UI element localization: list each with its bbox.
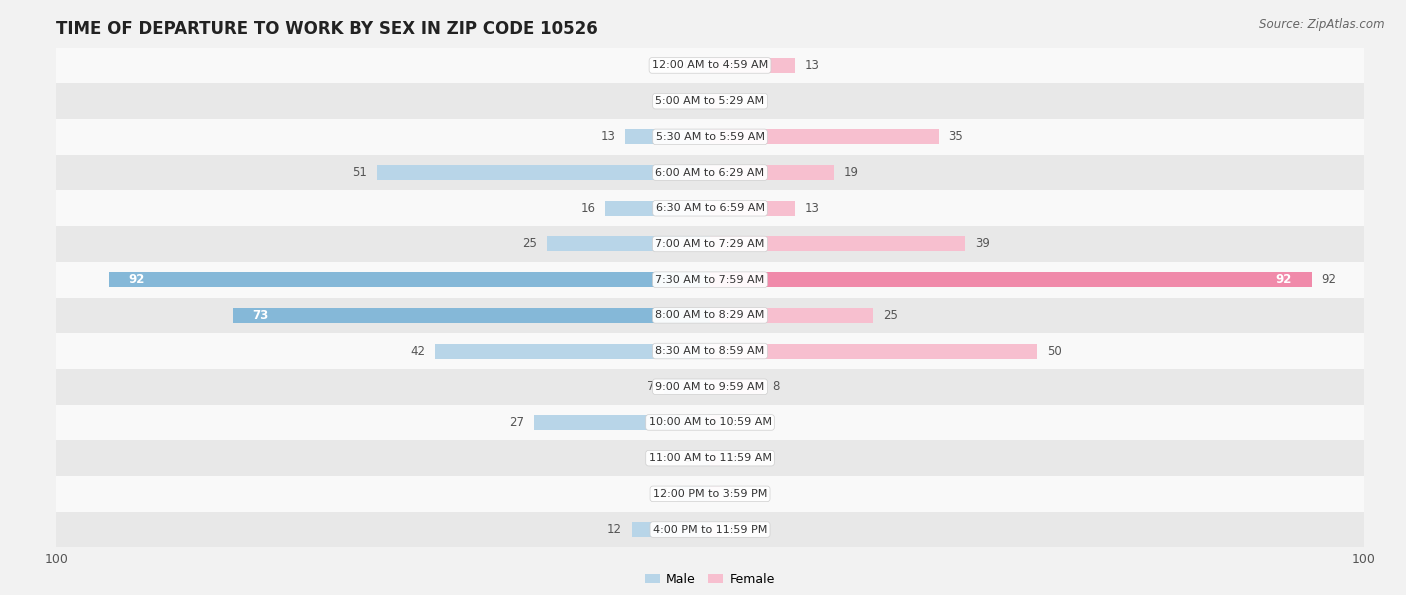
Text: 0: 0	[730, 95, 737, 108]
Bar	[631, 522, 710, 537]
Text: 5: 5	[661, 487, 668, 500]
Bar	[56, 405, 1364, 440]
Text: 0: 0	[683, 59, 690, 72]
Text: 4:00 PM to 11:59 PM: 4:00 PM to 11:59 PM	[652, 525, 768, 534]
Text: 0: 0	[730, 452, 737, 465]
Bar	[108, 272, 710, 287]
Bar	[56, 83, 1364, 119]
Bar	[710, 450, 720, 466]
Text: 13: 13	[804, 202, 820, 215]
Bar	[233, 308, 710, 323]
Text: 25: 25	[883, 309, 898, 322]
Bar	[700, 93, 710, 109]
Bar	[533, 415, 710, 430]
Text: 0: 0	[730, 523, 737, 536]
Text: 0: 0	[683, 95, 690, 108]
Bar	[56, 298, 1364, 333]
Text: 5:30 AM to 5:59 AM: 5:30 AM to 5:59 AM	[655, 132, 765, 142]
Bar	[710, 165, 834, 180]
Bar	[710, 129, 939, 145]
Text: 0: 0	[730, 416, 737, 429]
Text: 35: 35	[949, 130, 963, 143]
Text: 92: 92	[128, 273, 145, 286]
Bar	[56, 48, 1364, 83]
Bar	[710, 379, 762, 394]
Text: 0: 0	[730, 487, 737, 500]
Bar	[56, 262, 1364, 298]
Bar	[626, 129, 710, 145]
Text: 7:30 AM to 7:59 AM: 7:30 AM to 7:59 AM	[655, 275, 765, 284]
Bar	[710, 93, 720, 109]
Bar	[710, 486, 720, 502]
Bar	[56, 333, 1364, 369]
Bar	[56, 512, 1364, 547]
Text: 12:00 PM to 3:59 PM: 12:00 PM to 3:59 PM	[652, 489, 768, 499]
Bar	[56, 119, 1364, 155]
Bar	[56, 226, 1364, 262]
Text: 6:30 AM to 6:59 AM: 6:30 AM to 6:59 AM	[655, 203, 765, 213]
Bar	[56, 440, 1364, 476]
Text: 6:00 AM to 6:29 AM: 6:00 AM to 6:29 AM	[655, 168, 765, 177]
Text: Source: ZipAtlas.com: Source: ZipAtlas.com	[1260, 18, 1385, 31]
Text: 92: 92	[1322, 273, 1336, 286]
Text: 10:00 AM to 10:59 AM: 10:00 AM to 10:59 AM	[648, 418, 772, 427]
Bar	[56, 190, 1364, 226]
Bar	[700, 58, 710, 73]
Bar	[710, 236, 965, 252]
Bar	[710, 272, 1312, 287]
Text: 12:00 AM to 4:59 AM: 12:00 AM to 4:59 AM	[652, 61, 768, 70]
Text: 39: 39	[974, 237, 990, 250]
Text: 19: 19	[844, 166, 859, 179]
Bar	[56, 155, 1364, 190]
Bar	[56, 476, 1364, 512]
Bar	[56, 369, 1364, 405]
Bar	[700, 450, 710, 466]
Bar	[710, 343, 1038, 359]
Text: 8: 8	[772, 380, 779, 393]
Text: 8:30 AM to 8:59 AM: 8:30 AM to 8:59 AM	[655, 346, 765, 356]
Text: 7:00 AM to 7:29 AM: 7:00 AM to 7:29 AM	[655, 239, 765, 249]
Text: 12: 12	[607, 523, 621, 536]
Text: 51: 51	[352, 166, 367, 179]
Bar	[710, 308, 873, 323]
Text: 8:00 AM to 8:29 AM: 8:00 AM to 8:29 AM	[655, 311, 765, 320]
Text: TIME OF DEPARTURE TO WORK BY SEX IN ZIP CODE 10526: TIME OF DEPARTURE TO WORK BY SEX IN ZIP …	[56, 20, 598, 37]
Text: 16: 16	[581, 202, 596, 215]
Bar	[547, 236, 710, 252]
Bar	[436, 343, 710, 359]
Text: 42: 42	[411, 345, 426, 358]
Bar	[377, 165, 710, 180]
Text: 92: 92	[1275, 273, 1292, 286]
Text: 9:00 AM to 9:59 AM: 9:00 AM to 9:59 AM	[655, 382, 765, 392]
Text: 11:00 AM to 11:59 AM: 11:00 AM to 11:59 AM	[648, 453, 772, 463]
Text: 25: 25	[522, 237, 537, 250]
Text: 0: 0	[683, 452, 690, 465]
Bar	[606, 201, 710, 216]
Bar	[710, 201, 794, 216]
Text: 13: 13	[804, 59, 820, 72]
Text: 13: 13	[600, 130, 616, 143]
Legend: Male, Female: Male, Female	[640, 568, 780, 591]
Text: 27: 27	[509, 416, 523, 429]
Text: 73: 73	[253, 309, 269, 322]
Text: 7: 7	[647, 380, 654, 393]
Bar	[678, 486, 710, 502]
Bar	[664, 379, 710, 394]
Text: 50: 50	[1046, 345, 1062, 358]
Text: 5:00 AM to 5:29 AM: 5:00 AM to 5:29 AM	[655, 96, 765, 106]
Bar	[710, 415, 720, 430]
Bar	[710, 58, 794, 73]
Bar	[710, 522, 720, 537]
